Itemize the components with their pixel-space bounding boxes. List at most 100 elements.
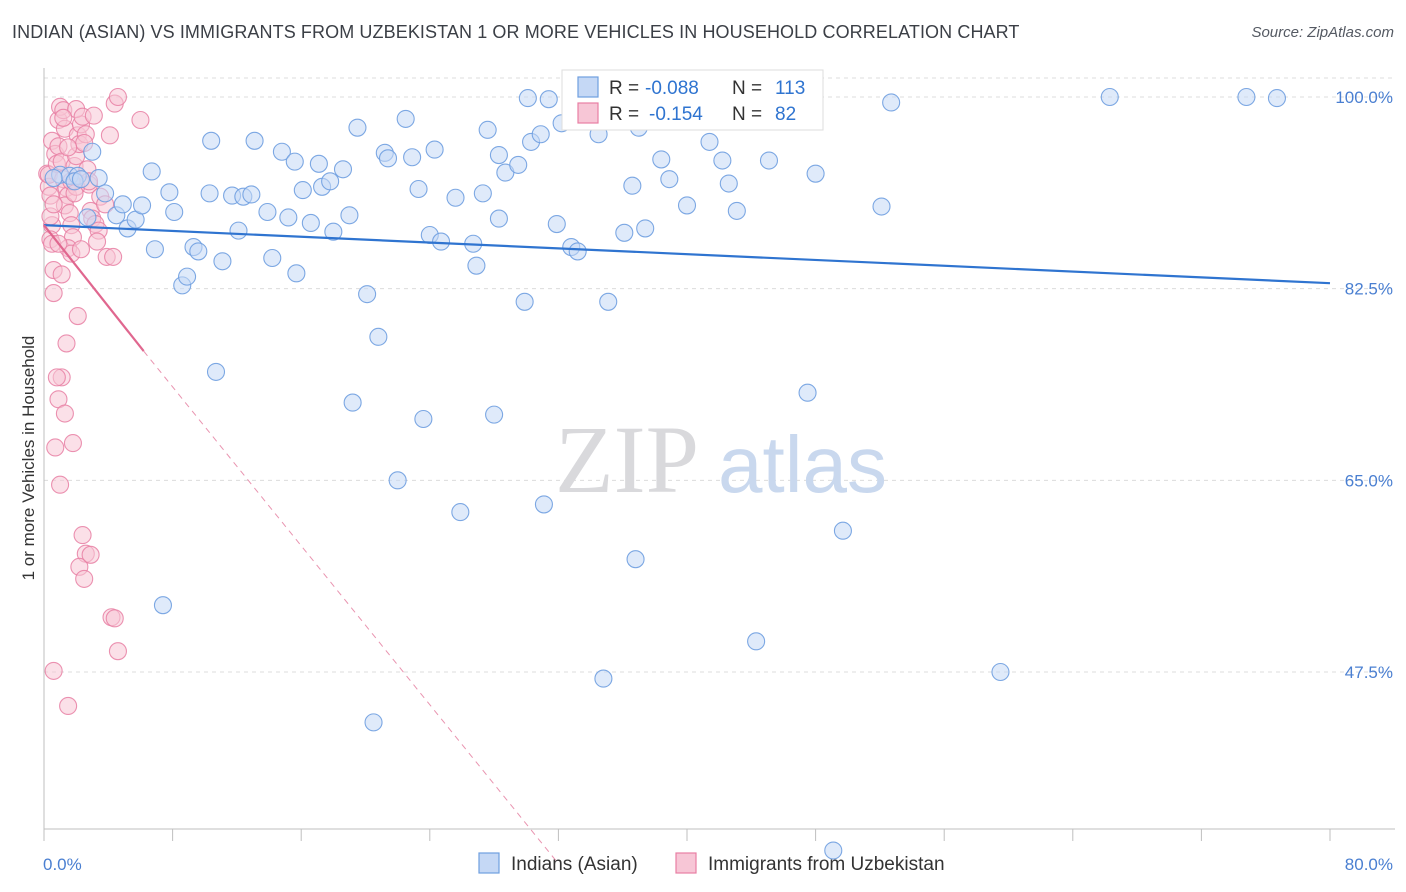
blue-point-7: [96, 184, 115, 203]
blue-point-102: [1100, 87, 1119, 107]
blue-point-83: [623, 176, 642, 195]
pink-point-54: [63, 434, 82, 453]
legend-swatch-pink: [577, 102, 599, 124]
legend-swatch-blue: [577, 76, 599, 98]
blue-point-104: [1267, 89, 1287, 108]
blue-point-5: [71, 170, 91, 189]
pink-point-45: [100, 126, 119, 145]
y-tick-label-2: 82.5%: [1345, 280, 1393, 299]
pink-point-59: [81, 545, 100, 564]
legend-r-value-2: -0.154: [649, 104, 703, 125]
x-tick-label-1: 80.0%: [1345, 855, 1393, 874]
blue-point-54: [409, 179, 428, 199]
bottom-legend-swatch-pink: [675, 852, 697, 874]
blue-point-88: [677, 196, 697, 215]
pink-point-77: [68, 306, 87, 326]
blue-point-16: [160, 183, 179, 202]
blue-point-37: [293, 181, 312, 200]
blue-point-92: [727, 201, 746, 220]
legend-n-label-2: N =: [732, 104, 762, 125]
blue-point-14: [142, 162, 161, 181]
blue-point-52: [396, 109, 415, 128]
blue-point-41: [321, 172, 340, 191]
pink-point-55: [73, 526, 92, 545]
blue-point-63: [473, 184, 492, 203]
blue-trendline: [43, 224, 1331, 285]
legend-n-value-2: 82: [775, 104, 796, 125]
blue-point-85: [636, 219, 655, 238]
legend-r-value-1: -0.088: [645, 78, 699, 99]
blue-point-78: [568, 242, 587, 261]
y-tick-label-3: 100.0%: [1335, 88, 1393, 107]
tick-labels: 47.5% 65.0% 82.5% 100.0% 0.0% 80.0%: [43, 88, 1393, 874]
y-axis-title: 1 or more Vehicles in Household: [19, 336, 38, 581]
legend-r-label-1: R =: [609, 78, 639, 99]
pink-point-62: [108, 642, 127, 661]
blue-point-107: [364, 713, 383, 732]
legend-n-value-1: 113: [775, 78, 805, 99]
blue-point-91: [719, 174, 738, 193]
blue-point-72: [518, 89, 537, 108]
blue-point-82: [615, 223, 634, 242]
blue-point-45: [343, 393, 362, 412]
pink-point-51: [46, 438, 65, 457]
blue-point-29: [242, 185, 261, 204]
pink-trendline: [43, 224, 145, 352]
blue-point-74: [539, 90, 558, 109]
y-tick-label-1: 65.0%: [1345, 471, 1393, 490]
trendlines: [43, 224, 1331, 864]
blue-point-109: [747, 632, 766, 651]
blue-point-38: [301, 213, 320, 233]
blue-point-32: [263, 248, 282, 268]
blue-point-17: [165, 202, 184, 222]
blue-point-21: [189, 242, 208, 261]
pink-point-63: [44, 661, 63, 680]
blue-point-111: [83, 142, 102, 161]
pink-point-81: [71, 240, 91, 259]
blue-point-24: [206, 362, 226, 381]
blue-point-87: [660, 170, 679, 189]
pink-point-68: [131, 110, 150, 130]
blue-point-36: [287, 264, 306, 283]
blue-point-10: [113, 195, 132, 214]
blue-point-105: [626, 550, 645, 569]
blue-point-19: [178, 267, 197, 286]
blue-point-46: [348, 118, 367, 137]
blue-point-13: [133, 196, 152, 215]
blue-point-39: [309, 154, 328, 173]
pink-point-8: [44, 283, 63, 303]
blue-point-97: [806, 164, 825, 183]
blue-point-43: [333, 160, 353, 179]
watermark: ZIP atlas: [555, 406, 887, 513]
bottom-legend-label-1: Indians (Asian): [511, 854, 638, 875]
blue-point-53: [403, 148, 422, 167]
blue-point-103: [1237, 87, 1256, 107]
pink-point-53: [57, 334, 76, 353]
blue-point-98: [833, 521, 852, 540]
blue-point-106: [594, 669, 613, 688]
pink-point-80: [59, 138, 78, 157]
blue-point-59: [446, 188, 465, 207]
blue-point-89: [700, 132, 719, 151]
y-tick-label-0: 47.5%: [1345, 663, 1393, 682]
blue-point-50: [378, 149, 398, 168]
bottom-legend-label-2: Immigrants from Uzbekistan: [708, 854, 945, 875]
source-credit: Source: ZipAtlas.com: [1251, 24, 1394, 41]
blue-point-25: [213, 252, 232, 271]
blue-point-23: [202, 131, 221, 150]
pink-point-52: [51, 475, 70, 494]
blue-point-44: [340, 206, 359, 225]
blue-point-62: [467, 256, 486, 275]
blue-point-110: [153, 596, 173, 615]
pink-point-75: [54, 108, 73, 127]
blue-point-34: [279, 208, 298, 227]
blue-point-108: [824, 841, 843, 860]
pink-point-76: [84, 106, 103, 125]
blue-point-81: [599, 292, 618, 311]
pink-point-64: [59, 696, 78, 716]
bottom-legend-swatch-blue: [478, 852, 500, 874]
blue-point-3: [44, 168, 63, 188]
blue-point-64: [478, 120, 497, 139]
pink-trendline-extension: [143, 350, 559, 864]
